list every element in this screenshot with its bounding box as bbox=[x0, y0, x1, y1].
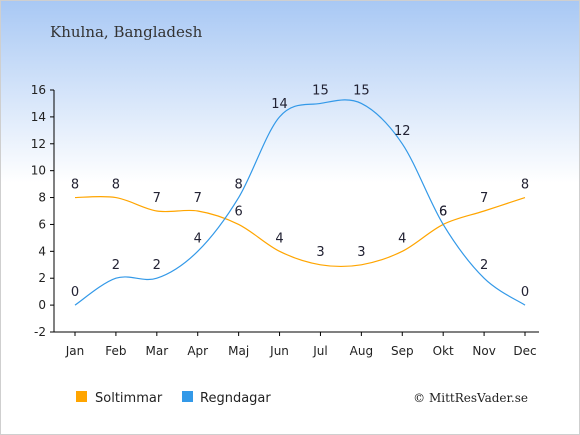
data-label-sun-hours: 8 bbox=[71, 178, 79, 193]
data-label-rain-days: 0 bbox=[521, 285, 529, 300]
x-tick-label: Jun bbox=[269, 344, 289, 358]
x-tick-label: Nov bbox=[472, 344, 495, 358]
data-label-rain-days: 14 bbox=[271, 97, 288, 112]
y-tick-label: 0 bbox=[38, 298, 46, 312]
legend: Soltimmar Regndagar bbox=[76, 391, 271, 406]
y-tick-label: 14 bbox=[31, 110, 46, 124]
legend-label-soltimmar: Soltimmar bbox=[95, 391, 163, 406]
y-tick-label: 16 bbox=[31, 83, 46, 97]
x-tick-label: Okt bbox=[433, 344, 454, 358]
legend-label-regndagar: Regndagar bbox=[200, 391, 271, 406]
data-label-sun-hours: 7 bbox=[480, 191, 488, 206]
credit-text: © MittResVader.se bbox=[413, 391, 528, 405]
data-label-rain-days: 8 bbox=[234, 178, 242, 193]
series-lines bbox=[74, 99, 526, 306]
x-tick-label: Apr bbox=[187, 344, 208, 358]
y-tick-label: 10 bbox=[31, 164, 46, 178]
data-label-sun-hours: 7 bbox=[153, 191, 161, 206]
series-line-rain-days bbox=[74, 99, 526, 306]
x-tick-label: Mar bbox=[145, 344, 168, 358]
x-tick-label: Aug bbox=[350, 344, 373, 358]
data-label-sun-hours: 8 bbox=[521, 178, 529, 193]
data-label-sun-hours: 7 bbox=[194, 191, 202, 206]
data-label-rain-days: 6 bbox=[439, 204, 447, 219]
x-tick-label: Sep bbox=[391, 344, 414, 358]
data-label-sun-hours: 6 bbox=[439, 204, 447, 219]
y-tick-label: 6 bbox=[38, 217, 46, 231]
data-label-rain-days: 0 bbox=[71, 285, 79, 300]
y-tick-label: 2 bbox=[38, 271, 46, 285]
legend-swatch-soltimmar bbox=[76, 391, 87, 402]
axes-group: -2 0 2 4 6 8 10 12 14 16 Jan Feb Mar Apr Maj Jun Jul Aug S… bbox=[31, 83, 539, 358]
data-label-rain-days: 2 bbox=[112, 258, 120, 273]
series-line-sun-hours bbox=[74, 195, 526, 268]
y-tick-label: 4 bbox=[38, 244, 46, 258]
data-label-sun-hours: 3 bbox=[316, 245, 324, 260]
x-tick-label: Feb bbox=[105, 344, 126, 358]
data-label-sun-hours: 4 bbox=[275, 231, 283, 246]
x-tick-label: Jan bbox=[65, 344, 85, 358]
data-label-rain-days: 4 bbox=[194, 231, 202, 246]
x-tick-label: Dec bbox=[513, 344, 536, 358]
x-tick-label: Maj bbox=[228, 344, 249, 358]
legend-swatch-regndagar bbox=[182, 391, 193, 402]
data-label-sun-hours: 4 bbox=[398, 231, 406, 246]
y-tick-label: 12 bbox=[31, 137, 46, 151]
data-label-rain-days: 12 bbox=[394, 124, 411, 139]
data-label-sun-hours: 6 bbox=[234, 204, 242, 219]
data-label-rain-days: 2 bbox=[480, 258, 488, 273]
chart-title: Khulna, Bangladesh bbox=[50, 23, 203, 41]
data-label-sun-hours: 8 bbox=[112, 178, 120, 193]
data-label-rain-days: 15 bbox=[353, 83, 370, 98]
data-label-rain-days: 15 bbox=[312, 83, 329, 98]
data-label-rain-days: 2 bbox=[153, 258, 161, 273]
y-tick-label: -2 bbox=[34, 325, 46, 339]
data-label-sun-hours: 3 bbox=[357, 245, 365, 260]
x-tick-label: Jul bbox=[312, 344, 327, 358]
y-tick-label: 8 bbox=[38, 191, 46, 205]
